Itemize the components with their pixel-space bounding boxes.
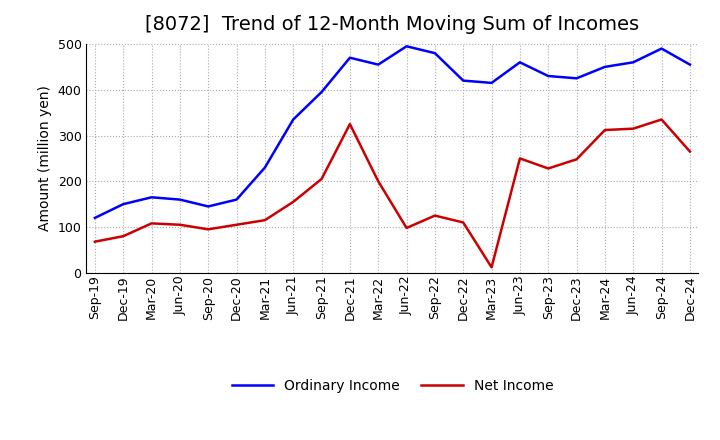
Ordinary Income [374,62,382,67]
Ordinary Income [289,117,297,122]
Ordinary Income [318,89,326,95]
Net Income [431,213,439,218]
Ordinary Income [176,197,184,202]
Net Income [516,156,524,161]
Net Income [261,217,269,223]
Net Income [600,128,609,133]
Net Income [657,117,666,122]
Net Income [544,166,552,171]
Ordinary Income [261,165,269,170]
Ordinary Income [204,204,212,209]
Ordinary Income [487,80,496,85]
Ordinary Income [233,197,241,202]
Net Income [459,220,467,225]
Y-axis label: Amount (million yen): Amount (million yen) [38,85,52,231]
Net Income [148,221,156,226]
Line: Net Income: Net Income [95,120,690,268]
Net Income [176,222,184,227]
Ordinary Income [516,60,524,65]
Ordinary Income [629,60,637,65]
Ordinary Income [459,78,467,83]
Title: [8072]  Trend of 12-Month Moving Sum of Incomes: [8072] Trend of 12-Month Moving Sum of I… [145,15,639,34]
Ordinary Income [402,44,411,49]
Net Income [402,225,411,231]
Net Income [685,149,694,154]
Net Income [487,265,496,270]
Legend: Ordinary Income, Net Income: Ordinary Income, Net Income [226,374,559,399]
Ordinary Income [600,64,609,70]
Net Income [119,234,127,239]
Net Income [572,157,581,162]
Ordinary Income [657,46,666,51]
Ordinary Income [572,76,581,81]
Line: Ordinary Income: Ordinary Income [95,46,690,218]
Ordinary Income [91,215,99,220]
Net Income [346,121,354,127]
Net Income [374,179,382,184]
Net Income [318,176,326,182]
Ordinary Income [544,73,552,79]
Net Income [289,199,297,205]
Ordinary Income [685,62,694,67]
Net Income [204,227,212,232]
Ordinary Income [431,51,439,56]
Net Income [91,239,99,244]
Net Income [233,222,241,227]
Ordinary Income [346,55,354,60]
Ordinary Income [119,202,127,207]
Net Income [629,126,637,131]
Ordinary Income [148,194,156,200]
